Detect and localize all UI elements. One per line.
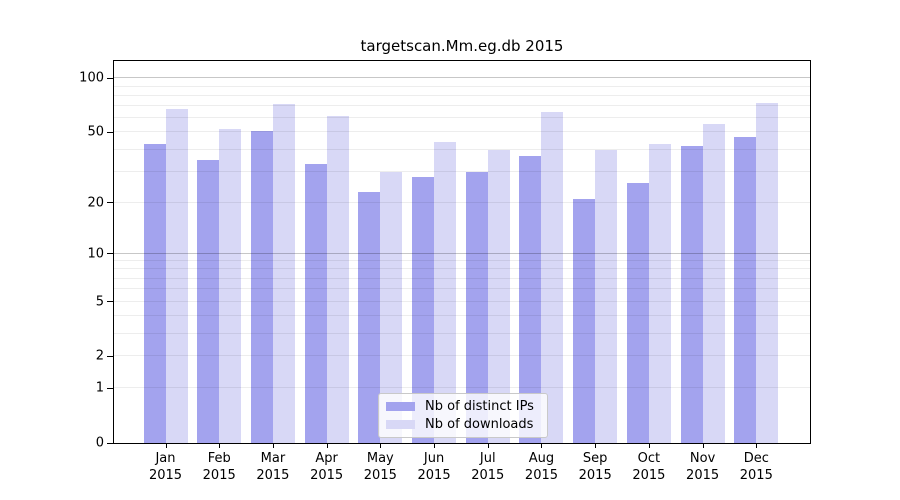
bar-distinct-ips-may: [358, 191, 381, 443]
x-tick-label: Apr 2015: [310, 451, 344, 483]
x-tick: [756, 444, 758, 448]
minor-gridline: [114, 288, 810, 290]
legend: Nb of distinct IPs Nb of downloads: [378, 393, 548, 438]
x-tick-label: Oct 2015: [632, 451, 666, 483]
minor-gridline: [114, 332, 810, 334]
bar-downloads-jun: [434, 142, 457, 443]
y-tick-label: 20: [87, 195, 104, 210]
bar-distinct-ips-feb: [197, 159, 220, 443]
minor-gridline: [114, 260, 810, 262]
legend-swatch-downloads: [386, 420, 415, 429]
y-tick-label: 5: [95, 294, 104, 309]
y-tick: [107, 387, 113, 389]
bar-downloads-aug: [541, 112, 564, 443]
bar-distinct-ips-nov: [680, 145, 703, 443]
x-tick: [541, 444, 543, 448]
x-tick: [326, 444, 328, 448]
y-tick: [107, 355, 113, 357]
x-tick: [487, 444, 489, 448]
x-tick: [648, 444, 650, 448]
bar-downloads-oct: [648, 144, 671, 443]
y-tick-label: 50: [87, 124, 104, 140]
minor-gridline: [114, 201, 810, 203]
x-tick: [595, 444, 597, 448]
legend-label-distinct-ips: Nb of distinct IPs: [425, 399, 534, 414]
bars-layer: [114, 61, 810, 443]
minor-gridline: [114, 85, 810, 87]
bar-downloads-feb: [219, 129, 242, 443]
y-tick-label: 2: [95, 348, 104, 364]
x-tick-label: May 2015: [363, 451, 397, 483]
minor-gridline: [114, 300, 810, 302]
y-tick-label: 10: [87, 246, 104, 262]
x-tick-label: Mar 2015: [256, 451, 290, 483]
bar-downloads-jul: [487, 149, 510, 443]
bar-distinct-ips-oct: [626, 182, 649, 443]
y-tick: [107, 442, 113, 444]
x-tick: [272, 444, 274, 448]
bar-distinct-ips-mar: [250, 130, 273, 443]
x-tick-label: Feb 2015: [202, 451, 236, 483]
minor-gridline: [114, 355, 810, 357]
major-gridline: [114, 252, 810, 254]
bar-downloads-dec: [756, 103, 779, 443]
x-tick: [702, 444, 704, 448]
x-tick: [219, 444, 221, 448]
x-tick: [380, 444, 382, 448]
legend-item-downloads: Nb of downloads: [379, 417, 547, 432]
x-tick-label: Jan 2015: [148, 451, 183, 483]
bar-downloads-nov: [702, 123, 725, 443]
major-gridline: [114, 77, 810, 79]
x-tick: [434, 444, 436, 448]
y-tick: [107, 131, 113, 133]
bar-downloads-mar: [272, 104, 295, 443]
x-tick-label: Dec 2015: [739, 451, 773, 483]
bar-downloads-sep: [595, 149, 618, 443]
minor-gridline: [114, 148, 810, 150]
bar-distinct-ips-jul: [465, 171, 488, 443]
minor-gridline: [114, 117, 810, 119]
bar-distinct-ips-jun: [412, 177, 435, 443]
x-tick-label: Aug 2015: [524, 451, 559, 483]
bar-downloads-jan: [165, 108, 188, 443]
y-tick-label: 0: [95, 435, 104, 451]
legend-swatch-distinct-ips: [386, 402, 415, 411]
minor-gridline: [114, 277, 810, 279]
x-tick-label: Nov 2015: [686, 451, 720, 483]
minor-gridline: [114, 387, 810, 389]
minor-gridline: [114, 314, 810, 316]
minor-gridline: [114, 105, 810, 107]
bar-downloads-may: [380, 171, 403, 443]
x-tick-label: Sep 2015: [578, 451, 612, 483]
minor-gridline: [114, 131, 810, 133]
bar-distinct-ips-sep: [573, 198, 596, 443]
y-tick: [107, 301, 113, 302]
legend-item-distinct-ips: Nb of distinct IPs: [379, 399, 547, 414]
bar-distinct-ips-apr: [304, 164, 327, 443]
y-tick: [107, 77, 113, 79]
legend-label-downloads: Nb of downloads: [425, 417, 534, 432]
bar-downloads-apr: [326, 115, 349, 443]
minor-gridline: [114, 268, 810, 270]
plot-area: [113, 60, 811, 444]
y-tick: [107, 253, 113, 255]
x-tick: [165, 444, 167, 448]
x-tick-label: Jun 2015: [417, 451, 451, 483]
y-tick-label: 1: [95, 380, 104, 396]
chart-title: targetscan.Mm.eg.db 2015: [360, 37, 564, 55]
bar-distinct-ips-jan: [143, 144, 166, 443]
minor-gridline: [114, 94, 810, 96]
y-tick: [107, 202, 113, 203]
bar-distinct-ips-dec: [734, 137, 757, 443]
y-tick-label: 100: [79, 70, 104, 86]
grid-layer: [114, 61, 810, 443]
x-tick-label: Jul 2015: [471, 451, 505, 483]
bar-distinct-ips-aug: [519, 155, 542, 443]
minor-gridline: [114, 170, 810, 172]
